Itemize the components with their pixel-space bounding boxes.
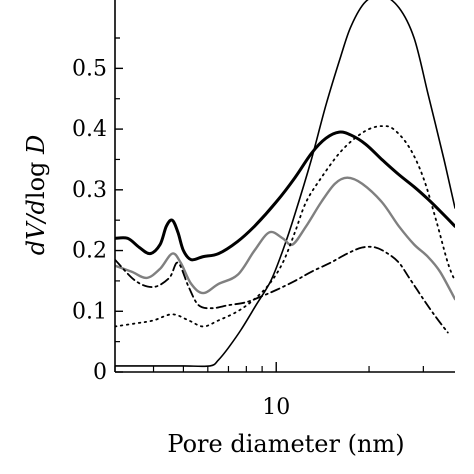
x-axis-title: Pore diameter (nm) <box>167 430 404 458</box>
y-tick-label: 0.1 <box>72 299 107 324</box>
y-tick-label: 0.2 <box>72 239 107 264</box>
series-line-3-gray-solid <box>115 176 455 301</box>
y-tick-label: 0.3 <box>72 178 107 203</box>
series-line-4-dotted <box>115 125 455 328</box>
plot-area <box>115 0 455 368</box>
y-tick-label: 0.4 <box>72 117 107 142</box>
series-line-5-dash-dot <box>115 245 449 334</box>
y-axis-ticks: 0 0.1 0.2 0.3 0.4 0.5 <box>72 37 123 385</box>
y-tick-label: 0.5 <box>72 56 107 81</box>
x-axis-ticks: 10 <box>114 362 424 420</box>
y-axis-title: dV/dlog D <box>22 135 50 256</box>
y-tick-label: 0 <box>93 360 107 385</box>
x-tick-label: 10 <box>262 395 290 420</box>
series-line-2-thick-solid <box>115 130 455 262</box>
series-line-1-thin-solid <box>115 0 455 368</box>
